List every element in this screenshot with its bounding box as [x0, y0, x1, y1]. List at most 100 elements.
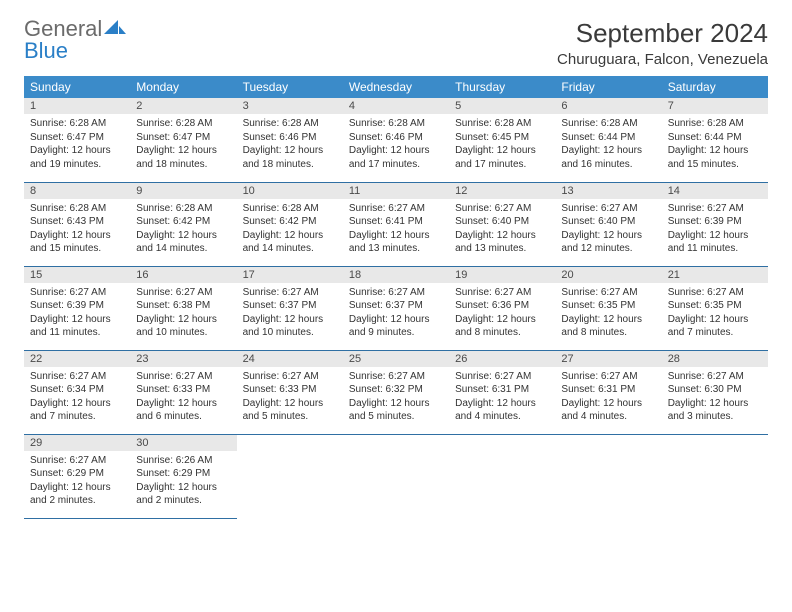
sunrise-text: Sunrise: 6:27 AM [349, 370, 443, 384]
calendar-cell: 6Sunrise: 6:28 AMSunset: 6:44 PMDaylight… [555, 98, 661, 182]
daylight-text: Daylight: 12 hours and 16 minutes. [561, 144, 655, 171]
sunrise-text: Sunrise: 6:27 AM [561, 202, 655, 216]
day-number: 16 [130, 267, 236, 283]
calendar-week: 15Sunrise: 6:27 AMSunset: 6:39 PMDayligh… [24, 266, 768, 350]
daylight-text: Daylight: 12 hours and 5 minutes. [349, 397, 443, 424]
day-body: Sunrise: 6:27 AMSunset: 6:40 PMDaylight:… [449, 199, 555, 260]
sunset-text: Sunset: 6:44 PM [561, 131, 655, 145]
day-number: 8 [24, 183, 130, 199]
calendar-cell: 10Sunrise: 6:28 AMSunset: 6:42 PMDayligh… [237, 182, 343, 266]
sunrise-text: Sunrise: 6:26 AM [136, 454, 230, 468]
day-header: Thursday [449, 76, 555, 98]
day-body: Sunrise: 6:27 AMSunset: 6:37 PMDaylight:… [237, 283, 343, 344]
day-number: 5 [449, 98, 555, 114]
day-body: Sunrise: 6:28 AMSunset: 6:44 PMDaylight:… [662, 114, 768, 175]
day-body: Sunrise: 6:28 AMSunset: 6:46 PMDaylight:… [237, 114, 343, 175]
day-header-row: SundayMondayTuesdayWednesdayThursdayFrid… [24, 76, 768, 98]
day-body: Sunrise: 6:26 AMSunset: 6:29 PMDaylight:… [130, 451, 236, 512]
sunset-text: Sunset: 6:33 PM [136, 383, 230, 397]
sunset-text: Sunset: 6:40 PM [561, 215, 655, 229]
calendar-cell: 4Sunrise: 6:28 AMSunset: 6:46 PMDaylight… [343, 98, 449, 182]
day-number: 24 [237, 351, 343, 367]
sunrise-text: Sunrise: 6:28 AM [30, 202, 124, 216]
day-body: Sunrise: 6:28 AMSunset: 6:47 PMDaylight:… [24, 114, 130, 175]
sunset-text: Sunset: 6:36 PM [455, 299, 549, 313]
month-title: September 2024 [557, 18, 768, 49]
calendar-cell [237, 434, 343, 518]
day-number: 13 [555, 183, 661, 199]
day-number: 21 [662, 267, 768, 283]
day-header: Friday [555, 76, 661, 98]
day-number: 4 [343, 98, 449, 114]
calendar-cell: 23Sunrise: 6:27 AMSunset: 6:33 PMDayligh… [130, 350, 236, 434]
day-header: Wednesday [343, 76, 449, 98]
sunset-text: Sunset: 6:42 PM [136, 215, 230, 229]
calendar-cell: 12Sunrise: 6:27 AMSunset: 6:40 PMDayligh… [449, 182, 555, 266]
day-body: Sunrise: 6:27 AMSunset: 6:40 PMDaylight:… [555, 199, 661, 260]
calendar-cell: 19Sunrise: 6:27 AMSunset: 6:36 PMDayligh… [449, 266, 555, 350]
day-number: 6 [555, 98, 661, 114]
day-number: 18 [343, 267, 449, 283]
calendar-cell: 16Sunrise: 6:27 AMSunset: 6:38 PMDayligh… [130, 266, 236, 350]
calendar-cell: 20Sunrise: 6:27 AMSunset: 6:35 PMDayligh… [555, 266, 661, 350]
calendar-cell: 11Sunrise: 6:27 AMSunset: 6:41 PMDayligh… [343, 182, 449, 266]
sunset-text: Sunset: 6:29 PM [136, 467, 230, 481]
day-number: 11 [343, 183, 449, 199]
day-body: Sunrise: 6:28 AMSunset: 6:42 PMDaylight:… [237, 199, 343, 260]
sunrise-text: Sunrise: 6:27 AM [243, 370, 337, 384]
daylight-text: Daylight: 12 hours and 9 minutes. [349, 313, 443, 340]
sunset-text: Sunset: 6:31 PM [455, 383, 549, 397]
day-body: Sunrise: 6:28 AMSunset: 6:43 PMDaylight:… [24, 199, 130, 260]
day-body: Sunrise: 6:28 AMSunset: 6:46 PMDaylight:… [343, 114, 449, 175]
daylight-text: Daylight: 12 hours and 4 minutes. [561, 397, 655, 424]
daylight-text: Daylight: 12 hours and 4 minutes. [455, 397, 549, 424]
day-body: Sunrise: 6:27 AMSunset: 6:39 PMDaylight:… [24, 283, 130, 344]
day-number: 28 [662, 351, 768, 367]
calendar-cell: 13Sunrise: 6:27 AMSunset: 6:40 PMDayligh… [555, 182, 661, 266]
day-header: Saturday [662, 76, 768, 98]
calendar-cell: 26Sunrise: 6:27 AMSunset: 6:31 PMDayligh… [449, 350, 555, 434]
day-body: Sunrise: 6:28 AMSunset: 6:44 PMDaylight:… [555, 114, 661, 175]
day-number: 19 [449, 267, 555, 283]
sunset-text: Sunset: 6:32 PM [349, 383, 443, 397]
day-number: 1 [24, 98, 130, 114]
sunrise-text: Sunrise: 6:28 AM [455, 117, 549, 131]
calendar-cell: 7Sunrise: 6:28 AMSunset: 6:44 PMDaylight… [662, 98, 768, 182]
calendar-cell: 2Sunrise: 6:28 AMSunset: 6:47 PMDaylight… [130, 98, 236, 182]
day-body: Sunrise: 6:28 AMSunset: 6:47 PMDaylight:… [130, 114, 236, 175]
sunset-text: Sunset: 6:46 PM [349, 131, 443, 145]
calendar-cell: 14Sunrise: 6:27 AMSunset: 6:39 PMDayligh… [662, 182, 768, 266]
calendar-cell: 9Sunrise: 6:28 AMSunset: 6:42 PMDaylight… [130, 182, 236, 266]
calendar-cell: 24Sunrise: 6:27 AMSunset: 6:33 PMDayligh… [237, 350, 343, 434]
sunset-text: Sunset: 6:37 PM [243, 299, 337, 313]
sunset-text: Sunset: 6:35 PM [561, 299, 655, 313]
day-number: 27 [555, 351, 661, 367]
sunset-text: Sunset: 6:45 PM [455, 131, 549, 145]
sunrise-text: Sunrise: 6:28 AM [668, 117, 762, 131]
brand-blue: Blue [24, 38, 68, 63]
day-number: 17 [237, 267, 343, 283]
calendar-cell: 5Sunrise: 6:28 AMSunset: 6:45 PMDaylight… [449, 98, 555, 182]
day-number: 10 [237, 183, 343, 199]
daylight-text: Daylight: 12 hours and 6 minutes. [136, 397, 230, 424]
day-number: 26 [449, 351, 555, 367]
day-number: 7 [662, 98, 768, 114]
sunrise-text: Sunrise: 6:28 AM [30, 117, 124, 131]
daylight-text: Daylight: 12 hours and 10 minutes. [136, 313, 230, 340]
sunrise-text: Sunrise: 6:28 AM [349, 117, 443, 131]
day-number: 29 [24, 435, 130, 451]
calendar-cell: 3Sunrise: 6:28 AMSunset: 6:46 PMDaylight… [237, 98, 343, 182]
day-body: Sunrise: 6:27 AMSunset: 6:38 PMDaylight:… [130, 283, 236, 344]
calendar-cell [343, 434, 449, 518]
calendar-cell: 1Sunrise: 6:28 AMSunset: 6:47 PMDaylight… [24, 98, 130, 182]
daylight-text: Daylight: 12 hours and 15 minutes. [30, 229, 124, 256]
daylight-text: Daylight: 12 hours and 13 minutes. [455, 229, 549, 256]
sunrise-text: Sunrise: 6:27 AM [455, 286, 549, 300]
calendar-week: 22Sunrise: 6:27 AMSunset: 6:34 PMDayligh… [24, 350, 768, 434]
calendar-cell: 17Sunrise: 6:27 AMSunset: 6:37 PMDayligh… [237, 266, 343, 350]
calendar-cell: 22Sunrise: 6:27 AMSunset: 6:34 PMDayligh… [24, 350, 130, 434]
calendar-cell [449, 434, 555, 518]
sunset-text: Sunset: 6:29 PM [30, 467, 124, 481]
sunset-text: Sunset: 6:47 PM [30, 131, 124, 145]
daylight-text: Daylight: 12 hours and 2 minutes. [136, 481, 230, 508]
